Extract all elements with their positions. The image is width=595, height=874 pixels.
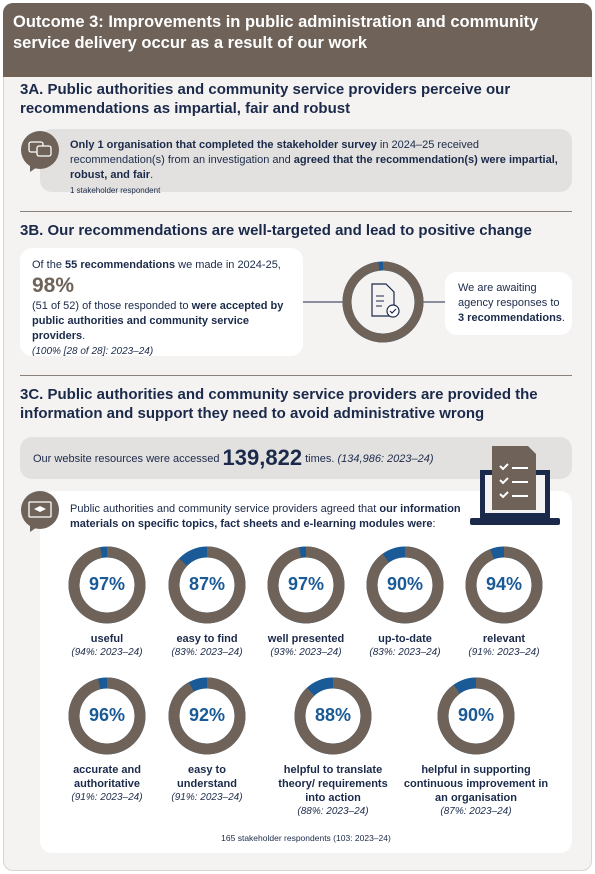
rating-label: useful (94%: 2023–24): [62, 632, 152, 660]
ratings-intro: Public authorities and community service…: [70, 502, 490, 532]
donut-arc: [68, 546, 146, 624]
rating-percent: 97%: [287, 574, 325, 594]
rating-comparison: (83%: 2023–24): [369, 647, 441, 658]
rating-name: up-to-date: [378, 633, 432, 645]
rating-label: helpful in supporting continuous improve…: [401, 763, 551, 819]
elearning-icon: [21, 491, 59, 532]
website-count: 139,822: [222, 445, 303, 470]
rating-comparison: (87%: 2023–24): [440, 806, 512, 817]
text: :: [432, 518, 436, 530]
text: .: [561, 312, 565, 324]
awaiting-text: We are awaiting agency responses to 3 re…: [458, 281, 566, 326]
rating-comparison: (91%: 2023–24): [71, 792, 143, 803]
rating-comparison: (94%: 2023–24): [71, 647, 143, 658]
text: times.: [302, 453, 338, 465]
rating-label: relevant (91%: 2023–24): [459, 632, 549, 660]
donut-arc: [366, 546, 444, 624]
stat-text: Of the 55 recommendations we made in 202…: [32, 258, 294, 359]
rating-label: accurate and authoritative (91%: 2023–24): [62, 763, 152, 805]
rating-name: helpful in supporting continuous improve…: [403, 764, 549, 804]
rating-comparison: (91%: 2023–24): [468, 647, 540, 658]
donut-arc: [168, 546, 246, 624]
comparison: (100% [28 of 28]: 2023–24): [32, 346, 154, 357]
donut-arc: [168, 677, 246, 755]
rating-percent: 97%: [88, 574, 126, 594]
text-bold: agreed that the recommendation(s) were i…: [70, 154, 558, 181]
website-text: Our website resources were accessed 139,…: [33, 447, 463, 469]
rating-label: well presented (93%: 2023–24): [261, 632, 351, 660]
section-title: 3C. Public authorities and community ser…: [20, 386, 538, 422]
text: .: [150, 169, 154, 181]
text: we made in 2024-25,: [175, 259, 281, 271]
rating-name: well presented: [267, 633, 345, 645]
document-icon: [371, 283, 400, 318]
stat-box: [20, 248, 303, 356]
text-bold: Only 1 organisation that completed the s…: [70, 139, 377, 151]
divider: [20, 211, 572, 212]
text: in 2024–25 received recommendation(s) fr…: [70, 139, 479, 166]
rating-name: accurate and authoritative: [73, 764, 141, 790]
comparison: (134,986: 2023–24): [337, 453, 434, 465]
section-title: 3B. Our recommendations are well-targete…: [20, 222, 532, 239]
laptop-icon: [470, 446, 560, 525]
text-bold: 3 recommendations: [458, 312, 562, 324]
donut-arc: [267, 546, 345, 624]
awaiting-box: [445, 272, 572, 335]
rating-percent: 94%: [485, 574, 523, 594]
section-title: 3A. Public authorities and community ser…: [20, 81, 511, 117]
text: We are awaiting agency responses to: [458, 282, 560, 309]
text: Our website resources were accessed: [33, 453, 223, 465]
info-text: Only 1 organisation that completed the s…: [70, 138, 560, 197]
rating-label: up-to-date (83%: 2023–24): [360, 632, 450, 660]
rating-percent: 90%: [386, 574, 424, 594]
rating-percent: 96%: [88, 705, 126, 725]
donut-arc: [465, 546, 543, 624]
text: (51 of 52) of those responded to: [32, 300, 192, 312]
donut-arc: [342, 261, 424, 343]
donut-arc: [68, 677, 146, 755]
donut-arc: [437, 677, 515, 755]
chat-icon: [21, 131, 59, 172]
info-box: [40, 129, 572, 192]
rating-label: easy to find (83%: 2023–24): [162, 632, 252, 660]
text-bold: our information materials on specific to…: [70, 503, 461, 530]
rating-percent: 88%: [314, 705, 352, 725]
rating-label: helpful to translate theory/ requirement…: [278, 763, 388, 819]
rating-percent: 87%: [188, 574, 226, 594]
rating-label: easy to understand (91%: 2023–24): [167, 763, 247, 805]
text: Of the: [32, 259, 66, 271]
header-title: Outcome 3: Improvements in public admini…: [3, 3, 592, 77]
rating-name: relevant: [482, 633, 526, 645]
rating-percent: 90%: [457, 705, 495, 725]
rating-name: easy to find: [176, 633, 238, 645]
percent: 98%: [32, 274, 75, 297]
text: .: [82, 330, 86, 342]
footnote: 165 stakeholder respondents (103: 2023–2…: [221, 833, 391, 843]
rating-comparison: (93%: 2023–24): [270, 647, 342, 658]
rating-comparison: (83%: 2023–24): [171, 647, 243, 658]
rating-name: useful: [90, 633, 124, 645]
text: Public authorities and community service…: [70, 503, 380, 515]
rating-name: easy to understand: [177, 764, 237, 790]
rating-name: helpful to translate theory/ requirement…: [278, 764, 388, 804]
rating-comparison: (88%: 2023–24): [297, 806, 369, 817]
note: 1 stakeholder respondent: [70, 186, 161, 195]
divider: [20, 375, 572, 376]
text-bold: 55 recommendations: [65, 259, 176, 271]
rating-comparison: (91%: 2023–24): [171, 792, 243, 803]
text-bold: were accepted by public authorities and …: [32, 300, 284, 342]
donut-arc: [294, 677, 372, 755]
rating-percent: 92%: [188, 705, 226, 725]
